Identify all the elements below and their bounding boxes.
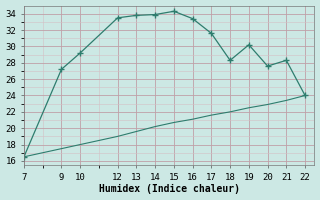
X-axis label: Humidex (Indice chaleur): Humidex (Indice chaleur) — [99, 184, 240, 194]
